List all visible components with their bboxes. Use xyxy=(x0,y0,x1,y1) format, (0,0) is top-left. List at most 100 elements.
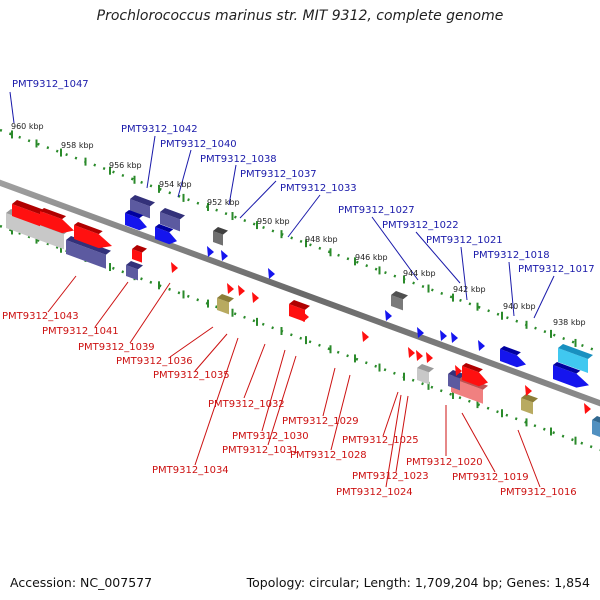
gene-wedge xyxy=(584,403,591,414)
gene-label-bottom[interactable]: PMT9312_1024 xyxy=(336,487,413,498)
gene-glyph xyxy=(289,300,310,322)
gene-glyph xyxy=(227,283,234,294)
gene-label-top[interactable]: PMT9312_1022 xyxy=(382,220,459,231)
gene-glyph xyxy=(221,250,228,261)
gene-glyph xyxy=(440,330,447,341)
gene-top-face xyxy=(66,236,111,255)
label-connector-line xyxy=(517,429,541,488)
gene-glyph xyxy=(426,352,433,363)
gene-glyph xyxy=(125,210,147,231)
gene-glyph xyxy=(521,394,538,415)
label-connector-line xyxy=(177,149,192,198)
gene-glyph xyxy=(408,347,415,358)
gene-glyph xyxy=(417,327,424,338)
gene-body xyxy=(417,368,429,385)
label-connector-line xyxy=(146,135,156,189)
gene-label-top[interactable]: PMT9312_1038 xyxy=(200,154,277,165)
genome-title: Prochlorococcus marinus str. MIT 9312, c… xyxy=(96,8,504,24)
gene-glyph xyxy=(416,350,423,361)
gene-label-bottom[interactable]: PMT9312_1032 xyxy=(208,399,285,410)
gene-wedge xyxy=(455,365,462,376)
gene-label-bottom[interactable]: PMT9312_1041 xyxy=(42,326,119,337)
gene-wedge xyxy=(268,268,275,279)
gene-wedge xyxy=(252,292,259,303)
gene-wedge xyxy=(362,331,369,342)
gene-label-bottom[interactable]: PMT9312_1029 xyxy=(282,416,359,427)
gene-label-bottom[interactable]: PMT9312_1016 xyxy=(500,487,577,498)
gene-label-top[interactable]: PMT9312_1047 xyxy=(12,79,89,90)
kbp-label: 954 kbp xyxy=(159,180,192,189)
kbp-label: 958 kbp xyxy=(61,141,94,150)
gene-label-bottom[interactable]: PMT9312_1030 xyxy=(232,431,309,442)
gene-label-top[interactable]: PMT9312_1037 xyxy=(240,169,317,180)
gene-label-top[interactable]: PMT9312_1033 xyxy=(280,183,357,194)
gene-label-top[interactable]: PMT9312_1017 xyxy=(518,264,595,275)
gene-glyph xyxy=(500,346,526,368)
gene-label-bottom[interactable]: PMT9312_1025 xyxy=(342,435,419,446)
gene-label-bottom[interactable]: PMT9312_1019 xyxy=(452,472,529,483)
topology-text: Topology: circular; Length: 1,709,204 bp… xyxy=(246,575,590,590)
label-connector-line xyxy=(287,194,321,238)
gene-wedge xyxy=(221,250,228,261)
gene-body xyxy=(160,212,180,232)
gene-top-face xyxy=(160,208,185,220)
gene-label-top[interactable]: PMT9312_1027 xyxy=(338,205,415,216)
gene-label-bottom[interactable]: PMT9312_1020 xyxy=(406,457,483,468)
gene-wedge xyxy=(171,262,178,273)
label-connector-line xyxy=(460,246,468,301)
label-connector-line xyxy=(508,261,515,317)
gene-arrow xyxy=(125,213,147,231)
gene-top-face xyxy=(40,208,67,220)
gene-label-bottom[interactable]: PMT9312_1031 xyxy=(222,445,299,456)
gene-arrow xyxy=(500,349,526,368)
label-connector-line xyxy=(47,275,77,313)
gene-label-bottom[interactable]: PMT9312_1043 xyxy=(2,311,79,322)
ruler-line-bottom xyxy=(0,224,600,452)
label-connector-line xyxy=(129,282,171,344)
gene-label-top[interactable]: PMT9312_1040 xyxy=(160,139,237,150)
gene-label-bottom[interactable]: PMT9312_1034 xyxy=(152,465,229,476)
gene-label-bottom[interactable]: PMT9312_1036 xyxy=(116,356,193,367)
label-connector-line xyxy=(382,391,399,437)
gene-glyph xyxy=(238,285,245,296)
gene-body xyxy=(592,420,600,437)
kbp-label: 960 kbp xyxy=(11,122,44,131)
gene-glyph xyxy=(592,416,600,437)
gene-top-face xyxy=(462,363,483,373)
gene-arrow xyxy=(155,227,177,245)
gene-wedge xyxy=(525,385,532,396)
gene-wedge xyxy=(417,327,424,338)
gene-body xyxy=(558,348,588,374)
gene-glyph xyxy=(268,268,275,279)
gene-label-bottom[interactable]: PMT9312_1023 xyxy=(352,471,429,482)
ruler-ticks-top xyxy=(11,130,577,347)
label-connector-line xyxy=(385,394,402,488)
gene-glyph xyxy=(155,224,177,245)
gene-top-face xyxy=(125,210,144,219)
gene-label-bottom[interactable]: PMT9312_1035 xyxy=(153,370,230,381)
kbp-label: 946 kbp xyxy=(355,253,388,262)
gene-glyph xyxy=(417,364,434,385)
gene-glyph xyxy=(40,208,74,234)
gene-top-face xyxy=(558,344,593,360)
gene-body xyxy=(213,231,223,246)
gene-top-face xyxy=(155,224,174,233)
gene-body xyxy=(126,265,138,281)
gene-label-top[interactable]: PMT9312_1018 xyxy=(473,250,550,261)
gene-label-bottom[interactable]: PMT9312_1028 xyxy=(290,450,367,461)
gene-label-bottom[interactable]: PMT9312_1039 xyxy=(78,342,155,353)
gene-label-top[interactable]: PMT9312_1042 xyxy=(121,124,198,135)
gene-top-face xyxy=(132,245,147,253)
label-connector-line xyxy=(9,91,15,124)
gene-label-top[interactable]: PMT9312_1021 xyxy=(426,235,503,246)
label-connector-line xyxy=(261,349,286,432)
kbp-label: 942 kbp xyxy=(453,285,486,294)
gene-body xyxy=(6,213,64,250)
gene-top-face xyxy=(289,300,310,310)
gene-glyph xyxy=(12,200,45,227)
gene-arrow xyxy=(40,211,74,234)
gene-glyph xyxy=(213,227,228,246)
gene-wedge xyxy=(302,311,309,322)
gene-wedge xyxy=(426,352,433,363)
label-connector-line xyxy=(239,180,277,219)
